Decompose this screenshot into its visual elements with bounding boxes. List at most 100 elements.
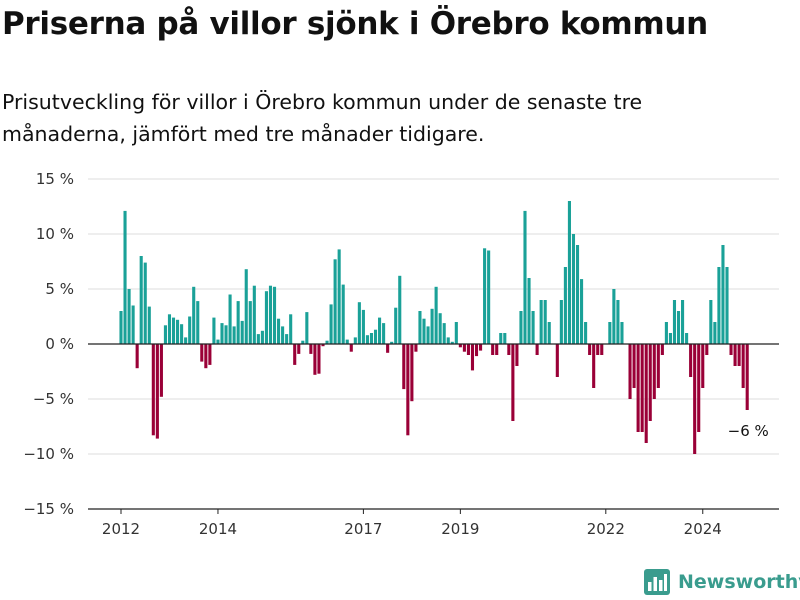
bar bbox=[685, 333, 689, 344]
bar bbox=[571, 234, 576, 344]
bar bbox=[365, 335, 369, 344]
y-tick-label: 5 % bbox=[45, 280, 74, 298]
bar bbox=[563, 267, 567, 344]
bar bbox=[523, 210, 527, 344]
bar bbox=[410, 344, 414, 402]
bar bbox=[600, 344, 604, 355]
bar bbox=[119, 311, 123, 344]
axes: 15 % 10 % 5 % 0 % −5 % −10 % −15 % 2012 2014 2017… bbox=[23, 170, 779, 538]
bar bbox=[305, 312, 309, 344]
bar bbox=[580, 279, 584, 344]
bar bbox=[159, 344, 163, 397]
bar bbox=[325, 340, 329, 344]
bar bbox=[660, 344, 664, 355]
bar bbox=[123, 210, 127, 344]
bar bbox=[135, 344, 139, 369]
bar bbox=[612, 289, 616, 344]
bar bbox=[196, 301, 200, 344]
y-tick-label: 0 % bbox=[45, 335, 74, 353]
bar bbox=[204, 344, 208, 369]
bar bbox=[531, 311, 535, 344]
bar bbox=[539, 300, 543, 344]
bar bbox=[224, 325, 228, 344]
bar bbox=[628, 344, 632, 399]
bar bbox=[285, 334, 289, 344]
bar bbox=[729, 344, 733, 355]
bar bbox=[208, 344, 212, 365]
bar bbox=[244, 269, 248, 344]
bar bbox=[353, 337, 357, 344]
bar bbox=[434, 286, 438, 344]
bar bbox=[745, 344, 749, 410]
bar bbox=[596, 344, 600, 355]
bar bbox=[725, 267, 729, 344]
bar bbox=[519, 311, 523, 344]
bar bbox=[321, 344, 325, 347]
bar bbox=[297, 344, 301, 354]
bar bbox=[301, 340, 305, 344]
bar bbox=[592, 344, 596, 388]
bar bbox=[458, 344, 462, 348]
bar bbox=[668, 333, 672, 344]
bar bbox=[543, 300, 547, 344]
bar bbox=[293, 344, 297, 365]
bar bbox=[644, 344, 648, 443]
bar bbox=[212, 317, 216, 344]
bar bbox=[648, 344, 652, 421]
brand-name: Newsworthy bbox=[678, 571, 800, 593]
bar bbox=[131, 305, 135, 344]
bar bbox=[454, 322, 458, 344]
bar bbox=[171, 317, 176, 344]
bar bbox=[559, 300, 563, 344]
bar bbox=[200, 344, 204, 362]
bar bbox=[507, 344, 511, 355]
newsworthy-icon bbox=[644, 569, 670, 595]
bar bbox=[151, 344, 155, 436]
x-tick-label: 2012 bbox=[102, 520, 140, 538]
bar bbox=[289, 314, 293, 344]
bar bbox=[349, 344, 353, 352]
bar bbox=[466, 344, 470, 355]
bar bbox=[697, 344, 701, 432]
bar bbox=[547, 322, 551, 344]
bar bbox=[228, 294, 232, 344]
y-tick-label: 15 % bbox=[36, 170, 74, 188]
bar bbox=[188, 316, 192, 344]
bar bbox=[268, 285, 273, 344]
bar bbox=[414, 344, 418, 352]
bar bbox=[180, 324, 184, 344]
bar bbox=[240, 320, 244, 344]
x-tick-label: 2014 bbox=[199, 520, 237, 538]
bar bbox=[236, 301, 240, 344]
x-tick-label: 2022 bbox=[587, 520, 625, 538]
bar bbox=[483, 248, 487, 344]
bar bbox=[616, 300, 620, 344]
y-tick-label: −15 % bbox=[23, 500, 74, 518]
bar bbox=[386, 344, 390, 353]
x-tick-label: 2024 bbox=[684, 520, 722, 538]
bar bbox=[499, 333, 503, 344]
chart-title: Priserna på villor sjönk i Örebro kommun bbox=[2, 6, 708, 42]
bar bbox=[317, 344, 321, 374]
bar bbox=[567, 201, 571, 344]
bar bbox=[555, 344, 559, 377]
bar bbox=[442, 323, 446, 344]
bar bbox=[495, 344, 499, 355]
bar bbox=[737, 344, 741, 366]
bar bbox=[167, 314, 172, 344]
bar bbox=[127, 289, 131, 344]
bar bbox=[220, 323, 224, 344]
bar bbox=[733, 344, 737, 366]
bar bbox=[701, 344, 705, 388]
bar bbox=[252, 285, 256, 344]
bar bbox=[608, 322, 612, 344]
bar bbox=[329, 304, 333, 344]
bar bbox=[147, 306, 151, 344]
bar bbox=[632, 344, 636, 388]
bar bbox=[277, 318, 281, 344]
bar bbox=[398, 275, 402, 344]
bar bbox=[652, 344, 656, 399]
bar bbox=[640, 344, 644, 432]
bar bbox=[588, 344, 592, 355]
